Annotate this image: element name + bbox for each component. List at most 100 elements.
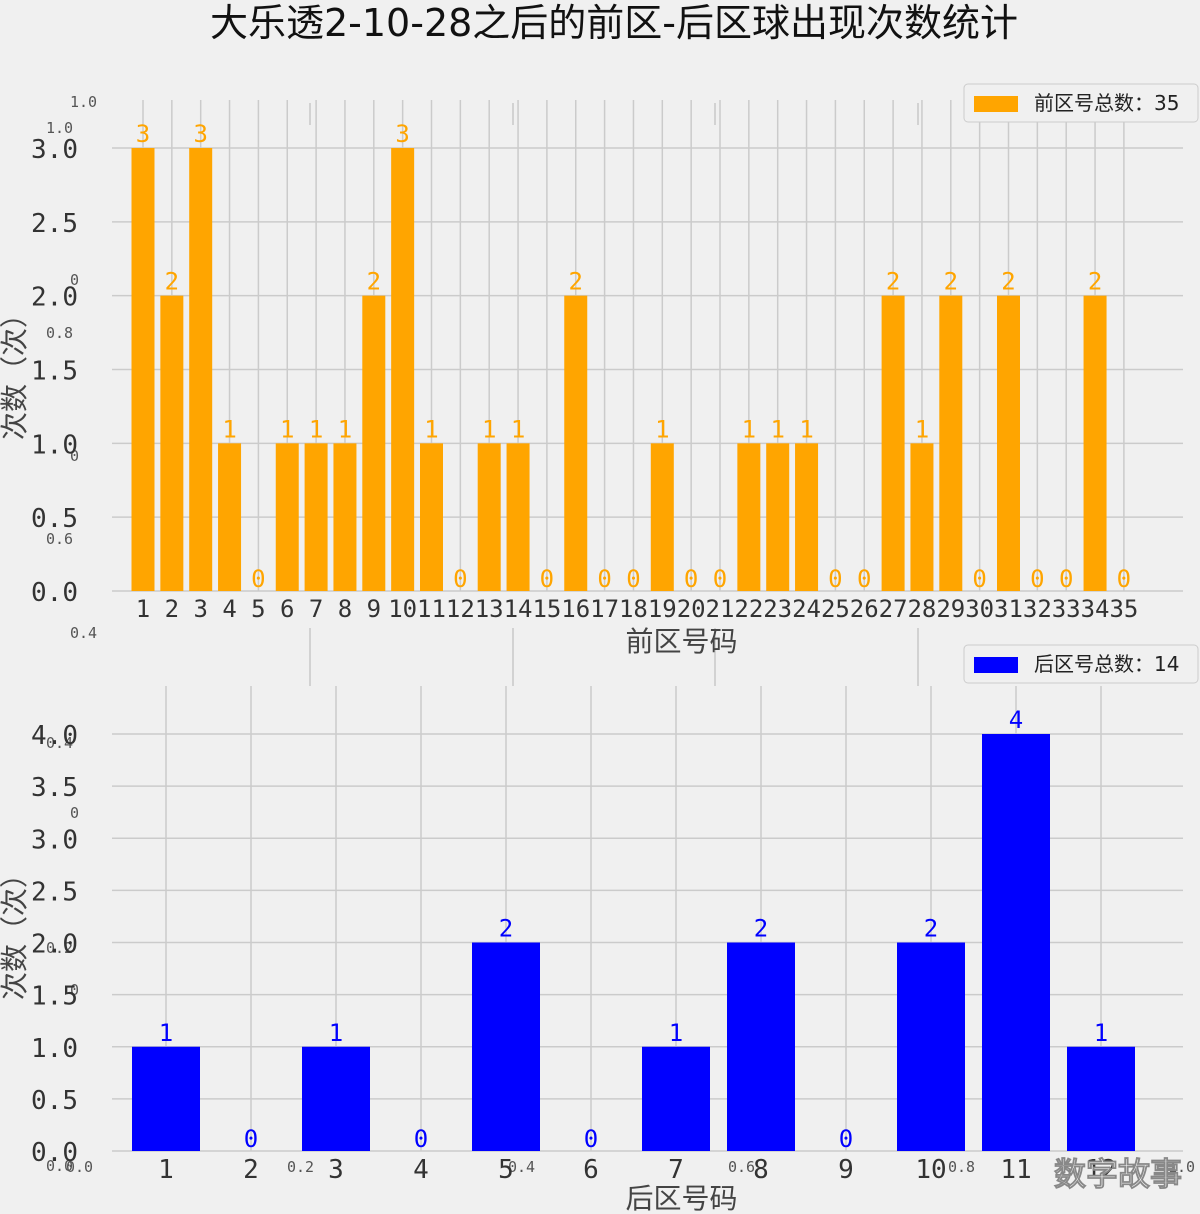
x-tick-label: 3 <box>193 595 207 623</box>
bar-31 <box>997 295 1020 591</box>
bar-10 <box>897 942 965 1151</box>
bar-19 <box>650 443 674 591</box>
y-tick-label: 2.5 <box>31 877 78 907</box>
data-label: 2 <box>924 915 938 943</box>
bar-1 <box>132 1046 200 1151</box>
ghost-tick-left: 0 <box>70 804 79 822</box>
x-tick-label: 12 <box>446 595 475 623</box>
data-label: 1 <box>511 415 525 443</box>
bar-8 <box>727 942 795 1151</box>
data-label: 1 <box>770 415 784 443</box>
ghost-tick-left: 0.0 <box>46 1157 73 1175</box>
front-zone-bar-chart: 0.00.51.01.52.02.53.03122331405161718293… <box>0 83 1199 658</box>
bar-27 <box>881 295 905 591</box>
x-tick-label: 6 <box>280 595 294 623</box>
x-tick-label: 11 <box>1000 1155 1031 1185</box>
ghost-tick-left: 0.6 <box>46 530 73 548</box>
data-label: 3 <box>136 120 150 148</box>
x-tick-label: 10 <box>388 595 417 623</box>
x-tick-label: 26 <box>850 595 879 623</box>
bar-34 <box>1083 295 1107 591</box>
bar-10 <box>391 148 415 591</box>
y-tick-label: 1.0 <box>31 1034 78 1064</box>
y-tick-label: 2.5 <box>31 209 78 239</box>
y-tick-label: 3.0 <box>31 825 78 855</box>
x-tick-label: 28 <box>907 595 936 623</box>
x-tick-label: 31 <box>994 595 1023 623</box>
bar-5 <box>472 942 540 1151</box>
data-label: 1 <box>309 415 323 443</box>
bar-13 <box>477 443 501 591</box>
x-tick-label: 35 <box>1109 595 1138 623</box>
ghost-tick-left: 0.2 <box>46 939 73 957</box>
bar-1 <box>131 148 155 591</box>
watermark-text: 数字故事 <box>1054 1155 1182 1193</box>
data-label: 1 <box>655 415 669 443</box>
y-tick-label: 0.5 <box>31 1086 78 1116</box>
ghost-tick-left: 0 <box>70 447 79 465</box>
x-tick-label: 9 <box>367 595 381 623</box>
y-axis-label: 次数（次） <box>0 300 31 440</box>
x-tick-label: 23 <box>763 595 792 623</box>
data-label: 1 <box>424 415 438 443</box>
data-label: 2 <box>165 268 179 296</box>
x-tick-label: 7 <box>668 1155 684 1185</box>
data-label: 3 <box>395 120 409 148</box>
data-label: 2 <box>944 268 958 296</box>
bar-12 <box>1067 1046 1135 1151</box>
ghost-tick-left: 0.4 <box>70 624 97 642</box>
background-axes: 1.0 1.0 0 0.8 0 0.6 0.4 0.4 0 0.2 0 0.0 … <box>46 93 1195 1176</box>
ghost-tick-bottom: 0.0 <box>66 1158 93 1176</box>
bar-14 <box>506 443 530 591</box>
data-label: 2 <box>886 268 900 296</box>
data-label: 2 <box>367 268 381 296</box>
data-label: 3 <box>193 120 207 148</box>
bar-8 <box>333 443 357 591</box>
bar-6 <box>275 443 299 591</box>
ghost-tick-left: 0 <box>70 271 79 289</box>
data-label: 0 <box>1117 565 1131 593</box>
x-tick-label: 8 <box>753 1155 769 1185</box>
x-tick-label: 5 <box>498 1155 514 1185</box>
bar-7 <box>642 1046 710 1151</box>
bar-11 <box>982 734 1050 1151</box>
x-tick-label: 22 <box>734 595 763 623</box>
x-tick-label: 33 <box>1052 595 1081 623</box>
legend-label: 后区号总数：14 <box>1034 652 1179 676</box>
data-label: 1 <box>482 415 496 443</box>
x-tick-label: 20 <box>677 595 706 623</box>
x-tick-label: 8 <box>338 595 352 623</box>
bar-16 <box>564 295 588 591</box>
ghost-tick-left: 0 <box>70 981 79 999</box>
data-label: 0 <box>584 1125 598 1153</box>
data-label: 2 <box>1088 268 1102 296</box>
y-tick-label: 0.5 <box>31 504 78 534</box>
x-tick-label: 30 <box>965 595 994 623</box>
data-label: 0 <box>251 565 265 593</box>
bar-23 <box>766 443 790 591</box>
x-tick-label: 14 <box>504 595 533 623</box>
x-tick-label: 4 <box>222 595 236 623</box>
x-tick-label: 25 <box>821 595 850 623</box>
legend-box <box>963 644 1199 684</box>
data-label: 1 <box>1094 1019 1108 1047</box>
bar-29 <box>939 295 963 591</box>
ghost-tick-bottom: 1.0 <box>1168 1158 1195 1176</box>
x-tick-label: 10 <box>915 1155 946 1185</box>
ghost-tick-left: 1.0 <box>46 119 73 137</box>
ghost-tick-left: 0.4 <box>46 734 73 752</box>
ghost-tick-bottom: 0.6 <box>728 1158 755 1176</box>
y-tick-label: 0.0 <box>31 1138 78 1168</box>
data-label: 0 <box>453 565 467 593</box>
data-label: 1 <box>799 415 813 443</box>
data-label: 1 <box>159 1019 173 1047</box>
x-tick-label: 9 <box>838 1155 854 1185</box>
ghost-tick-bottom: 0.4 <box>508 1158 535 1176</box>
x-tick-label: 13 <box>475 595 504 623</box>
legend-box <box>963 83 1199 123</box>
x-tick-label: 11 <box>417 595 446 623</box>
data-label: 0 <box>540 565 554 593</box>
ghost-tick-bottom: 0.8 <box>948 1158 975 1176</box>
back-zone-bar-chart: 0.00.51.01.52.02.53.03.54.01102130425061… <box>0 644 1199 1214</box>
bar-2 <box>160 295 184 591</box>
